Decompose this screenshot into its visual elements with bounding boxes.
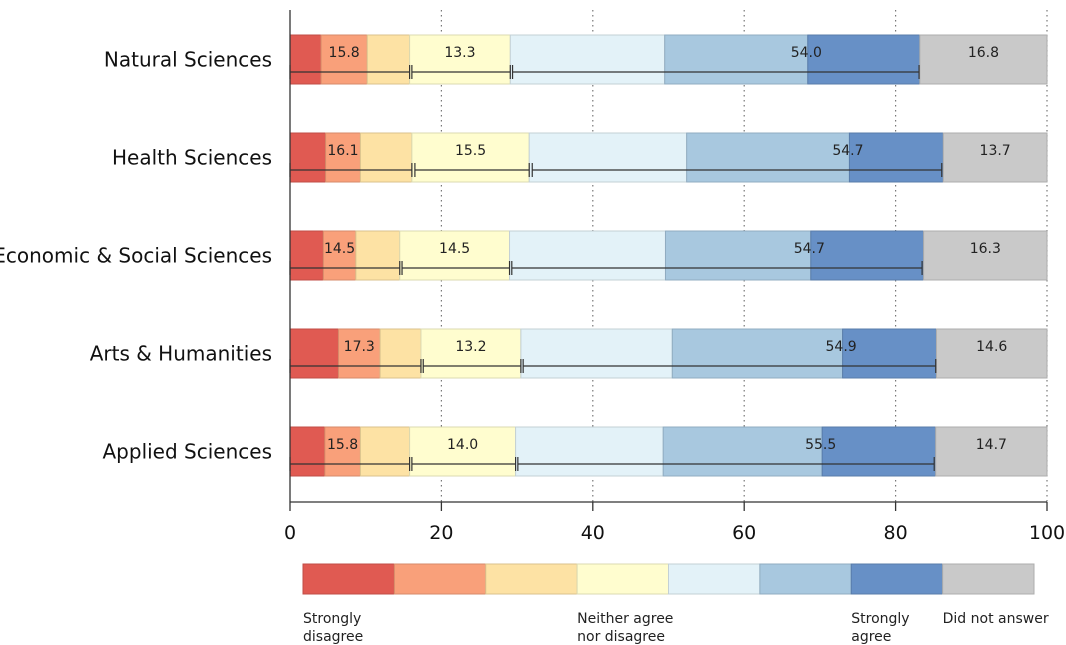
bar-2-seg-3 [399,230,511,281]
bar-4-seg-1 [324,426,361,477]
category-label-0: Natural Sciences [104,48,272,72]
bar-1-seg-6 [848,132,944,183]
bar-4-seg-2 [359,426,411,477]
legend-label-3-0: Did not answer [943,611,1049,627]
segment-label-3-2: 54.9 [826,339,857,355]
legend-swatch-4 [668,563,761,595]
bar-2-seg-4 [509,230,666,281]
bar-2-seg-2 [355,230,401,281]
segment-label-4-2: 55.5 [805,437,836,453]
bars [289,34,1048,477]
legend-swatch-1 [393,563,487,595]
segment-label-4-3: 14.7 [976,437,1007,453]
bar-1-seg-0 [289,132,327,183]
bar-0-seg-0 [289,34,322,85]
bar-0-seg-7 [919,34,1048,85]
segment-label-1-1: 15.5 [455,143,486,159]
legend-swatch-2 [485,563,578,595]
x-tick-label-60: 60 [732,522,756,544]
legend-label-1-0: Neither agree [577,611,673,627]
segment-label-3-0: 17.3 [344,339,375,355]
bar-3-seg-5 [671,328,844,379]
segment-label-0-2: 54.0 [791,45,822,61]
x-tick-label-80: 80 [884,522,908,544]
segment-label-2-3: 16.3 [970,241,1001,257]
category-label-4: Applied Sciences [103,440,273,464]
segment-label-2-1: 14.5 [439,241,470,257]
bar-4-seg-5 [662,426,823,477]
legend-swatch-0 [302,563,395,595]
x-tick-label-40: 40 [581,522,605,544]
bar-0-seg-4 [509,34,666,85]
bar-3-seg-6 [842,328,937,379]
category-label-1: Health Sciences [112,146,272,170]
bar-0-seg-1 [320,34,368,85]
bar-2-seg-6 [810,230,925,281]
segment-label-4-0: 15.8 [327,437,358,453]
segment-label-0-3: 16.8 [968,45,999,61]
bar-0-seg-5 [664,34,809,85]
bar-3-seg-0 [289,328,339,379]
legend-swatch-6 [850,563,944,595]
legend-swatch-5 [759,563,852,595]
x-tick-label-20: 20 [429,522,453,544]
bar-3-seg-4 [520,328,673,379]
bar-0-seg-6 [807,34,921,85]
bar-3-seg-2 [379,328,422,379]
segment-label-3-3: 14.6 [976,339,1007,355]
x-tick-label-100: 100 [1029,522,1065,544]
legend: Strongly disagree Neither agree nor disagre… [302,563,1049,645]
segment-label-2-2: 54.7 [794,241,825,257]
category-labels: Natural Sciences Health Sciences Economic … [0,48,272,464]
legend-label-2-1: agree [851,629,891,645]
legend-label-0-0: Strongly [303,611,361,627]
bar-0-seg-2 [366,34,411,85]
group-brackets [289,65,943,471]
bar-3-seg-3 [420,328,522,379]
legend-swatch-7 [942,563,1035,595]
segment-labels: 15.8 13.3 54.0 16.8 16.1 15.5 54.7 13.7 14.5 14.5… [324,45,1011,453]
x-axis: 0 20 40 60 80 100 [284,10,1065,544]
bar-1-seg-5 [686,132,850,183]
legend-label-1-1: nor disagree [577,629,665,645]
bar-1-seg-7 [942,132,1048,183]
segment-label-1-2: 54.7 [832,143,863,159]
segment-label-1-0: 16.1 [327,143,358,159]
segment-label-0-0: 15.8 [329,45,360,61]
segment-label-2-0: 14.5 [324,241,355,257]
category-label-2: Economic & Social Sciences [0,244,272,268]
segment-label-4-1: 14.0 [447,437,478,453]
category-label-3: Arts & Humanities [90,342,272,366]
bar-4-seg-7 [935,426,1048,477]
segment-label-3-1: 13.2 [455,339,486,355]
bar-4-seg-3 [409,426,517,477]
bar-2-seg-5 [664,230,812,281]
legend-label-0-1: disagree [303,629,363,645]
segment-label-0-1: 13.3 [444,45,475,61]
bar-4-seg-4 [515,426,664,477]
bar-2-seg-0 [289,230,324,281]
bar-3-seg-7 [935,328,1048,379]
bar-4-seg-6 [821,426,937,477]
legend-swatch-3 [576,563,669,595]
legend-label-2-0: Strongly [851,611,909,627]
bar-2-seg-1 [322,230,357,281]
bar-4-seg-0 [289,426,326,477]
x-tick-label-0: 0 [284,522,296,544]
bar-1-seg-3 [411,132,530,183]
bar-1-seg-4 [528,132,688,183]
bar-1-seg-2 [359,132,413,183]
segment-label-1-3: 13.7 [980,143,1011,159]
bar-1-seg-1 [325,132,361,183]
bar-2-seg-7 [923,230,1048,281]
